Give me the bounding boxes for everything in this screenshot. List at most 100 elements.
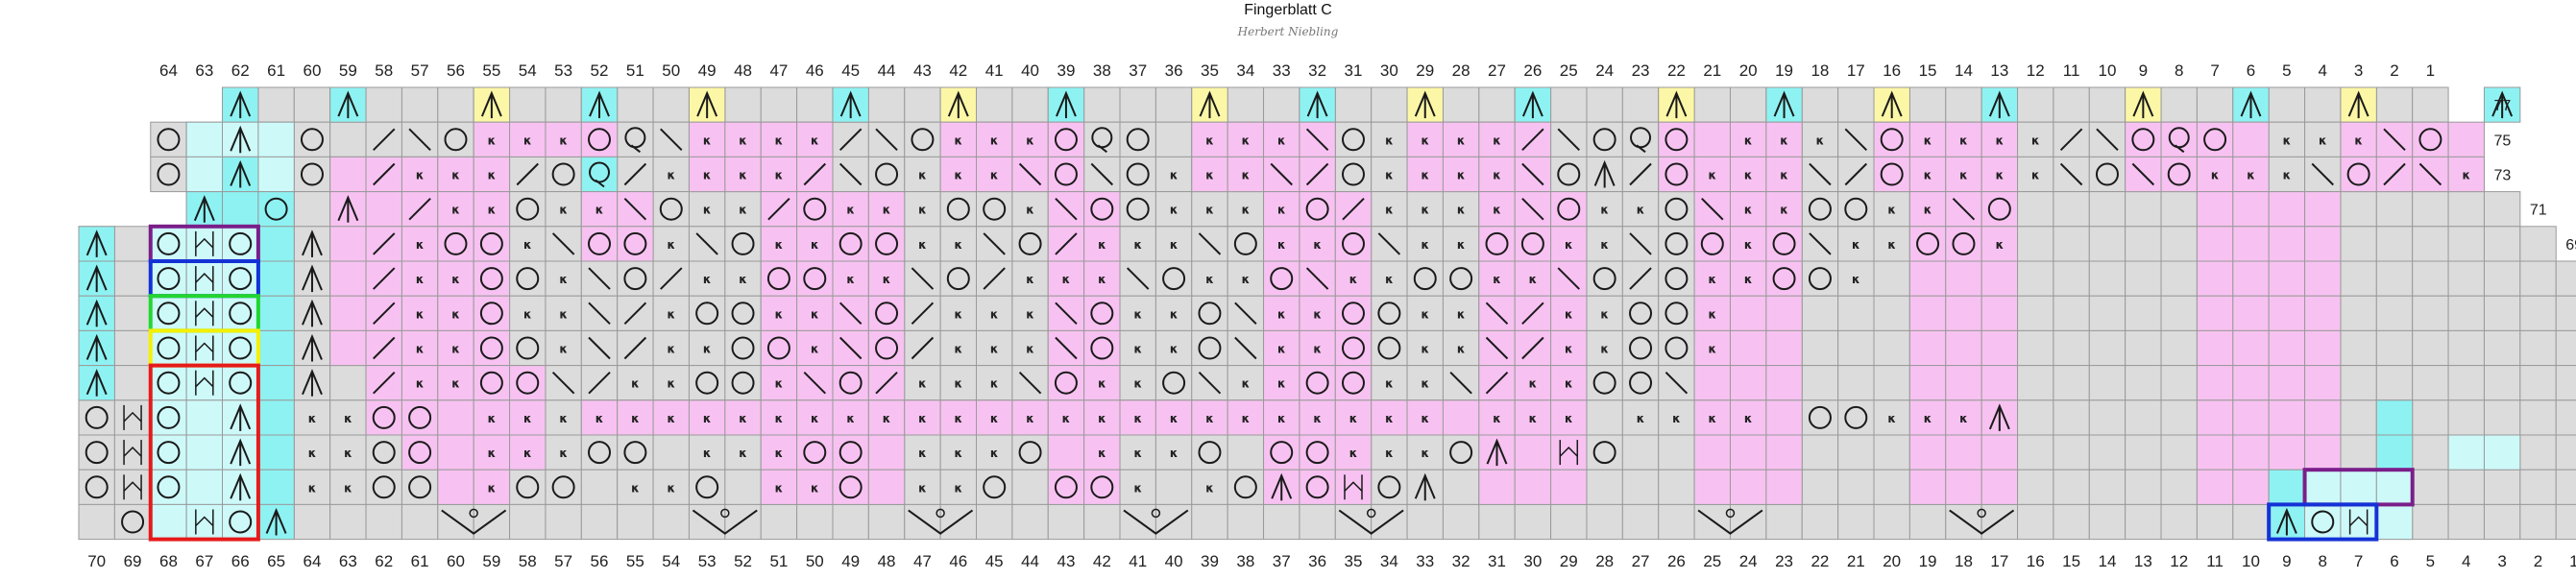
chart-cell [1119, 86, 1156, 123]
bottom-column-label: 4 [2462, 552, 2470, 570]
yarn-over-mark [731, 302, 755, 326]
chart-cell [437, 86, 474, 123]
chart-cell-filled [2304, 226, 2342, 262]
chart-cell-filled [1729, 156, 1767, 193]
chart-cell [976, 329, 1013, 367]
chart-cell-filled [867, 329, 906, 367]
chart-cell [1586, 503, 1623, 541]
chart-cell [2555, 260, 2576, 297]
chart-cell [1263, 86, 1300, 123]
chart-cell [2160, 399, 2198, 436]
chart-cell [1621, 365, 1660, 401]
chart-cell-filled [2196, 191, 2234, 228]
yarn-over-mark [766, 336, 790, 360]
chart-cell [1981, 503, 2019, 541]
chart-cell [2088, 469, 2126, 505]
chart-cell [1586, 399, 1623, 436]
chart-cell-filled [2196, 121, 2234, 157]
knit-twisted-mark: κ [1565, 412, 1573, 425]
chart-cell [724, 191, 762, 228]
chart-cell-filled [1550, 469, 1588, 505]
chart-cell-filled [1514, 399, 1552, 436]
chart-cell-filled [1729, 434, 1767, 471]
decrease-left-mark [588, 336, 611, 360]
chart-cell [113, 365, 152, 401]
knit-twisted-mark: κ [1133, 412, 1142, 425]
decrease-left-mark [1234, 302, 1257, 326]
top-column-label: 63 [195, 61, 213, 80]
knit-twisted-mark: κ [523, 412, 532, 425]
chart-cell-filled [222, 329, 259, 367]
knit-twisted-mark: κ [595, 412, 604, 425]
yarn-over-mark [588, 441, 612, 465]
knit-twisted-mark: κ [1493, 133, 1501, 147]
chart-cell-filled [760, 295, 798, 331]
chart-cell [1658, 434, 1695, 471]
decrease-left-mark [1198, 232, 1222, 255]
decrease-right-mark [2059, 128, 2083, 152]
yarn-over-mark [2203, 128, 2227, 152]
bottom-column-label: 60 [447, 552, 465, 570]
chart-cell [1801, 469, 1839, 505]
chart-cell [293, 191, 331, 228]
bottom-column-label: 43 [1057, 552, 1075, 570]
top-column-label: 64 [159, 61, 178, 80]
bottom-column-label: 20 [1883, 552, 1901, 570]
chart-cell-filled [1765, 399, 1803, 436]
chart-cell [1442, 469, 1480, 505]
chart-cell [2519, 329, 2557, 367]
chart-cell-filled [1945, 329, 1982, 367]
chart-cell-filled [1263, 226, 1300, 262]
chart-cell-filled [1981, 365, 2019, 401]
chart-cell-filled [150, 434, 187, 471]
yarn-over-mark [838, 371, 863, 395]
chart-cell [2340, 260, 2377, 297]
knit-twisted-mark: κ [1887, 204, 1896, 217]
chart-cell-filled [1191, 156, 1228, 193]
yarn-over-mark [1054, 475, 1078, 499]
chart-cell [2375, 86, 2414, 123]
knit-twisted-mark: κ [703, 273, 712, 286]
chart-cell-filled [867, 399, 906, 436]
knit-twisted-mark: κ [1026, 412, 1034, 425]
chart-cell [2125, 503, 2162, 541]
knit-twisted-mark: κ [1457, 238, 1466, 252]
knit-twisted-mark: κ [1421, 133, 1429, 147]
knit-twisted-mark: κ [1170, 307, 1179, 321]
cable-mark [1344, 481, 1363, 492]
top-column-label: 3 [2354, 61, 2363, 80]
bottom-column-label: 17 [1990, 552, 2008, 570]
knit-twisted-mark: κ [739, 169, 747, 182]
chart-cell [1621, 86, 1660, 123]
knit-twisted-mark: κ [308, 447, 317, 460]
knit-twisted-mark: κ [1924, 169, 1932, 182]
chart-cell [2088, 503, 2126, 541]
yarn-over-mark [157, 267, 181, 291]
chart-cell-filled [1191, 121, 1228, 157]
chart-cell [2017, 295, 2054, 331]
decrease-left-mark [588, 302, 611, 326]
chart-cell [2088, 329, 2126, 367]
chart-cell [867, 86, 906, 123]
chart-cell-filled [2196, 226, 2234, 262]
signature: Herbert Niebling [1237, 25, 1339, 38]
yarn-over-mark [408, 475, 432, 499]
bottom-column-label: 69 [124, 552, 142, 570]
top-column-label: 11 [2063, 61, 2080, 80]
chart-cell-filled [867, 469, 906, 505]
knit-twisted-mark: κ [2463, 169, 2471, 182]
chart-cell-filled [473, 260, 511, 297]
knit-twisted-mark: κ [1457, 169, 1466, 182]
chart-cell [2125, 399, 2162, 436]
chart-cell-filled [1981, 329, 2019, 367]
chart-cell [2519, 399, 2557, 436]
chart-cell-filled [257, 156, 295, 193]
knit-twisted-mark: κ [1098, 238, 1106, 252]
decrease-left-mark [2059, 162, 2083, 186]
chart-cell-filled [939, 399, 977, 436]
decrease-left-mark [1485, 302, 1509, 326]
gather-mark [1725, 508, 1736, 519]
chart-cell [1801, 434, 1839, 471]
chart-cell [976, 295, 1013, 331]
chart-cell [1047, 503, 1085, 541]
